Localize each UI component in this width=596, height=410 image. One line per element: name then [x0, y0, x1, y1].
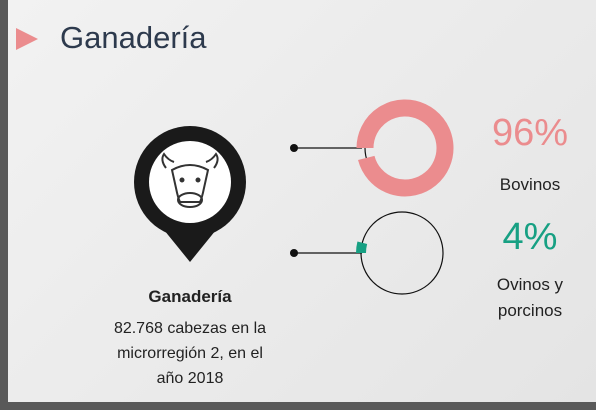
connector	[290, 144, 362, 257]
category-label: Bovinos	[499, 175, 561, 194]
summary-title: Ganadería	[148, 287, 232, 306]
category-label: Ovinos y porcinos	[496, 275, 564, 320]
bottom-border	[0, 402, 596, 410]
pin-icon	[134, 126, 246, 262]
donut-segment	[356, 241, 368, 254]
summary-line: año 2018	[156, 370, 224, 387]
donut-outline	[360, 211, 444, 295]
value-label: 96%	[491, 112, 569, 154]
value-label: 4%	[502, 216, 558, 258]
left-border	[0, 0, 8, 410]
summary-line: microrregión 2, en el	[117, 345, 263, 362]
header-marker	[16, 28, 38, 50]
page-title: Ganadería	[60, 20, 207, 55]
summary-text: 82.768 cabezas en la microrregión 2, en e…	[80, 316, 300, 391]
donut-segment	[356, 99, 454, 197]
summary-line: 82.768 cabezas en la	[113, 320, 267, 337]
